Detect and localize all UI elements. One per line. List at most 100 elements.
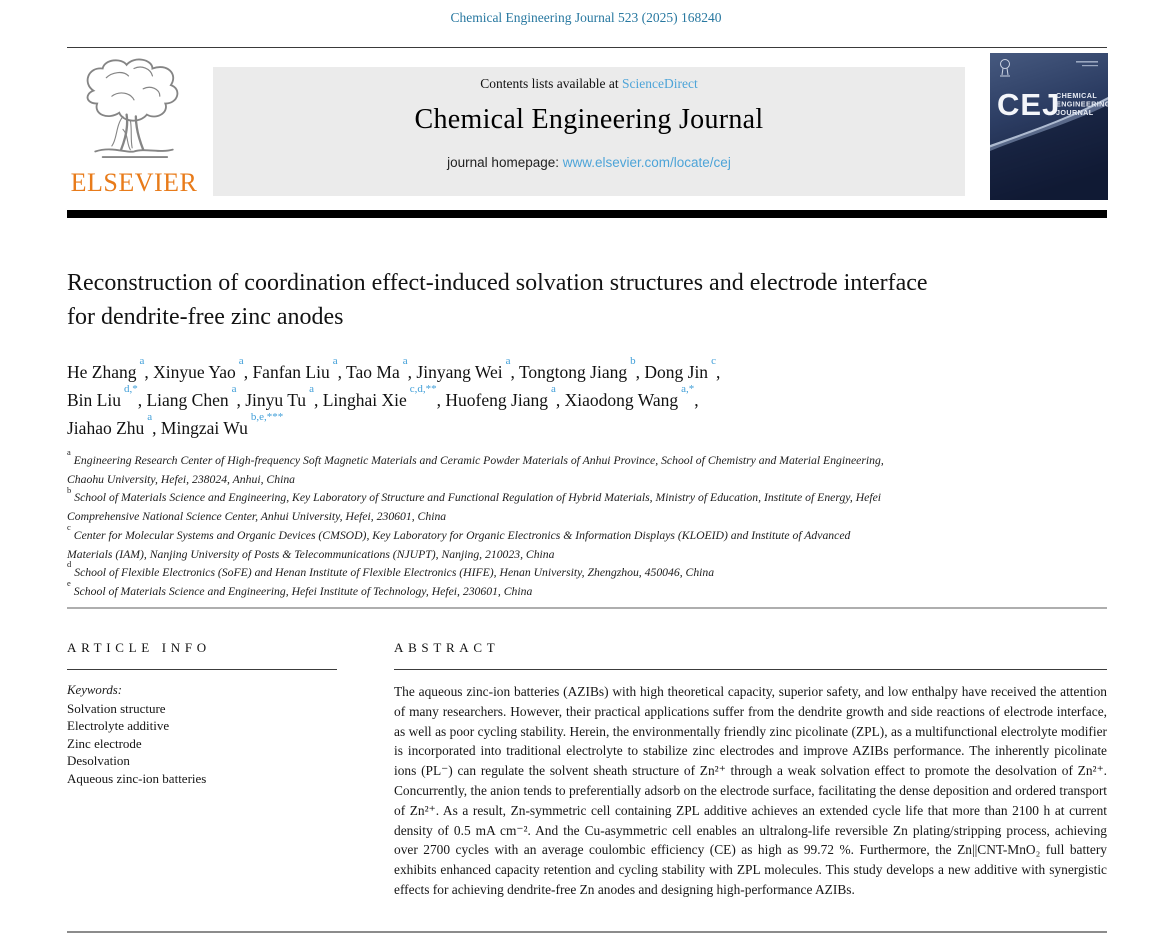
- author-affiliation-sup: a: [147, 411, 153, 424]
- author-separator: ,: [407, 362, 417, 382]
- elsevier-wordmark: ELSEVIER: [70, 168, 198, 197]
- author-name: Xinyue Yao: [153, 362, 236, 382]
- author: Dong Jinc,: [644, 356, 721, 382]
- abstract-column: ABSTRACT The aqueous zinc-ion batteries …: [394, 640, 1107, 900]
- authors-line-1: He Zhanga, Xinyue Yaoa, Fanfan Liua, Tao…: [67, 355, 1012, 386]
- affiliation-sup: a: [67, 447, 71, 458]
- homepage-link[interactable]: www.elsevier.com/locate/cej: [562, 155, 731, 170]
- author-affiliation-sup: b: [630, 355, 636, 368]
- author: Fanfan Liua,: [252, 356, 347, 382]
- header-divider: [67, 210, 1107, 218]
- cover-name-line-3: JOURNAL: [1056, 108, 1094, 117]
- abstract-text: The aqueous zinc-ion batteries (AZIBs) w…: [394, 684, 1107, 897]
- affiliation: dSchool of Flexible Electronics (SoFE) a…: [67, 560, 897, 583]
- bottom-divider: [67, 931, 1107, 933]
- header-top-rule: [67, 47, 1107, 48]
- citation-line: Chemical Engineering Journal 523 (2025) …: [450, 10, 722, 25]
- author-affiliation-sup: c,d,**: [409, 383, 437, 396]
- author-list: He Zhanga, Xinyue Yaoa, Fanfan Liua, Tao…: [67, 355, 1012, 442]
- keywords-list: Solvation structure Electrolyte additive Z…: [67, 700, 337, 788]
- author-affiliation-sup: a: [402, 355, 408, 368]
- author-separator: ,: [152, 418, 161, 438]
- affiliation-text: School of Materials Science and Engineer…: [67, 491, 881, 524]
- article-title: Reconstruction of coordination effect-in…: [67, 270, 928, 330]
- author-separator: ,: [313, 390, 323, 410]
- author-name: Tao Ma: [346, 362, 400, 382]
- author-name: Bin Liu: [67, 390, 121, 410]
- affiliation: bSchool of Materials Science and Enginee…: [67, 485, 897, 526]
- author-affiliation-sup: c: [711, 355, 716, 368]
- cover-mini-tree-icon: [1000, 59, 1010, 77]
- author: Huofeng Jianga,: [445, 384, 565, 410]
- article-info-heading: ARTICLE INFO: [67, 640, 211, 655]
- author-separator: ,: [137, 390, 147, 410]
- affiliation-sup: d: [67, 559, 72, 570]
- author-name: Jinyu Tu: [245, 390, 307, 410]
- article-info-rule: [67, 669, 337, 670]
- author-name: Xiaodong Wang: [564, 390, 679, 410]
- author-name: Dong Jin: [644, 362, 709, 382]
- abstract-rule: [394, 669, 1107, 670]
- author-separator: ,: [337, 362, 347, 382]
- contents-line: Contents lists available at ScienceDirec…: [213, 76, 965, 92]
- keywords-label: Keywords:: [67, 683, 122, 697]
- author-name: Mingzai Wu: [160, 418, 248, 438]
- contents-text: Contents lists available at: [480, 76, 622, 91]
- elsevier-logo: ELSEVIER: [62, 54, 206, 198]
- journal-banner: Contents lists available at ScienceDirec…: [213, 67, 965, 196]
- author-name: Linghai Xie: [322, 390, 407, 410]
- author-separator: ,: [144, 362, 154, 382]
- affiliation-text: Engineering Research Center of High-freq…: [67, 454, 884, 486]
- affiliation-sup: e: [67, 578, 71, 589]
- cover-name-line-1: CHEMICAL: [1056, 91, 1097, 100]
- author: Xinyue Yaoa,: [153, 356, 253, 382]
- section-divider: [67, 607, 1107, 609]
- cover-issue-text: [1076, 61, 1098, 67]
- journal-title: Chemical Engineering Journal: [414, 104, 764, 135]
- affiliation-sup: b: [67, 484, 72, 495]
- abstract-heading: ABSTRACT: [394, 640, 500, 655]
- author: Liang Chena,: [146, 384, 246, 410]
- author-separator: ,: [436, 390, 446, 410]
- authors-line-2: Bin Liud,*, Liang Chena, Jinyu Tua, Ling…: [67, 383, 1012, 414]
- author-affiliation-sup: a: [231, 383, 237, 396]
- author-name: Liang Chen: [146, 390, 229, 410]
- author-name: Fanfan Liu: [252, 362, 330, 382]
- author-separator: ,: [243, 362, 253, 382]
- author: Xiaodong Wanga,*,: [564, 384, 699, 410]
- cover-name-line-2: ENGINEERING: [1056, 100, 1108, 109]
- affiliation: eSchool of Materials Science and Enginee…: [67, 579, 897, 602]
- affiliation-list: aEngineering Research Center of High-fre…: [67, 448, 897, 602]
- affiliation-text: Center for Molecular Systems and Organic…: [67, 528, 851, 561]
- author-affiliation-sup: a: [550, 383, 556, 396]
- author-name: Huofeng Jiang: [445, 390, 548, 410]
- author: He Zhanga,: [67, 356, 154, 382]
- journal-cover: CEJ CHEMICAL ENGINEERING JOURNAL: [990, 53, 1110, 200]
- author-name: Jiahao Zhu: [67, 418, 145, 438]
- affiliation-text: School of Materials Science and Engineer…: [73, 584, 533, 598]
- author-separator: ,: [715, 362, 721, 382]
- info-abstract-section: ARTICLE INFO Keywords: Solvation structu…: [67, 640, 1107, 900]
- sciencedirect-link[interactable]: ScienceDirect: [622, 76, 698, 91]
- author-affiliation-sup: a: [309, 383, 314, 396]
- author-affiliation-sup: a: [505, 355, 511, 368]
- author-separator: ,: [510, 362, 519, 382]
- author: Bin Liud,*,: [67, 384, 147, 410]
- author-affiliation-sup: a,*: [681, 383, 695, 396]
- author: Jiahao Zhua,: [67, 412, 161, 438]
- author-name: He Zhang: [67, 362, 137, 382]
- author: Tongtong Jiangb,: [518, 356, 644, 382]
- keyword-item: Electrolyte additive: [67, 718, 170, 733]
- cover-abbrev: CEJ: [997, 87, 1060, 122]
- author: Linghai Xiec,d,**,: [322, 384, 446, 410]
- article-info-column: ARTICLE INFO Keywords: Solvation structu…: [67, 640, 337, 900]
- author-name: Jinyang Wei: [416, 362, 503, 382]
- author-separator: ,: [555, 390, 565, 410]
- author-affiliation-sup: a: [238, 355, 244, 368]
- author-name: Tongtong Jiang: [518, 362, 628, 382]
- author-affiliation-sup: b,e,***: [250, 411, 284, 424]
- author-separator: ,: [236, 390, 246, 410]
- keyword-item: Aqueous zinc-ion batteries: [67, 770, 207, 786]
- author-affiliation-sup: a: [332, 355, 338, 368]
